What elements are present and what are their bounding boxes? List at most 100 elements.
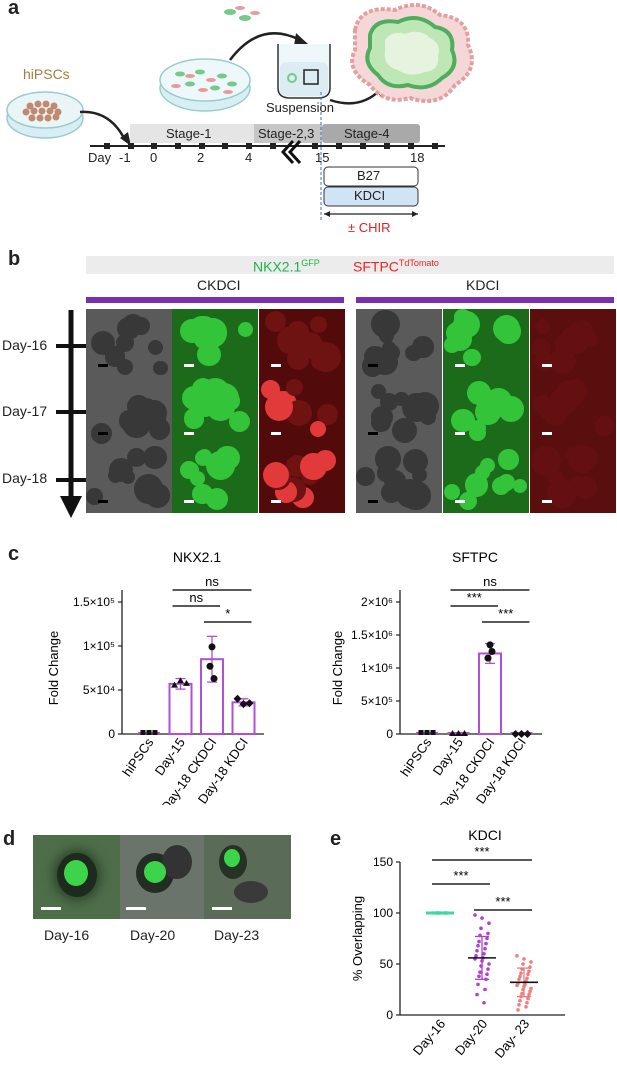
data-point (516, 1008, 520, 1012)
y-tick-label: 1×10⁶ (361, 661, 393, 675)
data-point (518, 998, 522, 1003)
data-point (483, 987, 487, 992)
suspension-label: Suspension (266, 100, 334, 115)
data-point (473, 913, 477, 917)
row-day17-label: Day-17 (2, 403, 48, 419)
data-point (483, 946, 487, 951)
data-point (239, 700, 248, 709)
nkx21-bar-chart: NKX2.1 Fold Change 0 5×10⁴ 1×10⁵ 1.5×10⁵ hiPSC… (46, 549, 264, 805)
bar (478, 652, 502, 735)
data-point (475, 992, 479, 997)
significance-label: *** (495, 894, 510, 909)
significance-label: *** (474, 844, 489, 859)
data-point (485, 936, 489, 941)
data-point (525, 1000, 529, 1005)
data-point (449, 730, 456, 736)
micrograph-tile (443, 377, 529, 445)
micrograph-tile (172, 445, 258, 513)
chart-title: SFTPC (452, 549, 498, 565)
time-break-icon (280, 139, 302, 165)
data-point (152, 730, 158, 735)
data-point (485, 972, 489, 976)
micrograph-tile (443, 309, 529, 377)
data-point (208, 643, 216, 651)
time-arrow-icon (56, 310, 86, 518)
micrograph-tile (530, 445, 616, 513)
micrograph-tile (259, 309, 345, 377)
data-point (475, 948, 479, 953)
day-tick-minus1: -1 (119, 150, 131, 165)
day-tick-15: 15 (315, 150, 330, 165)
organoid-icon (350, 3, 474, 103)
data-point (520, 991, 524, 996)
significance-label: ns (189, 590, 203, 605)
micrograph-tile (356, 309, 442, 377)
data-point (455, 730, 462, 736)
data-point (482, 1000, 486, 1005)
y-tick-label: 1×10⁵ (83, 639, 115, 653)
day-tick-0: 0 (150, 150, 158, 165)
sftpc-bar-chart: SFTPC Fold Change 0 5×10⁵ 1×10⁶ 1.5×10⁶ 2×10⁶ h… (330, 549, 542, 805)
significance-label: ns (205, 574, 219, 589)
data-point (486, 641, 494, 649)
significance-label: ns (483, 574, 497, 589)
data-point (418, 730, 424, 735)
y-tick-label: 100 (373, 906, 393, 920)
micrograph-tile (86, 309, 172, 377)
data-point (487, 962, 491, 966)
micrograph-tile (259, 377, 345, 445)
significance-label: *** (498, 606, 513, 621)
data-point (519, 971, 523, 975)
data-point (233, 694, 242, 703)
data-point (177, 677, 184, 684)
data-point (484, 654, 492, 662)
panel-a-letter: a (8, 0, 20, 19)
data-point (476, 943, 480, 948)
hipscs-label: hiPSCs (23, 66, 70, 82)
data-point (486, 967, 490, 971)
data-point (529, 960, 533, 964)
micrograph-tile (356, 377, 442, 445)
channel-sftpc-label: SFTPCTdTomato (353, 258, 439, 275)
data-point (517, 977, 521, 982)
data-point (511, 730, 520, 738)
chart-title: NKX2.1 (173, 549, 221, 565)
data-point (526, 996, 530, 1001)
panel-d-letter: d (3, 828, 16, 850)
x-tick-label: hiPSCs (119, 735, 156, 780)
data-point (517, 730, 526, 738)
hipsc-dish-icon (6, 91, 84, 139)
condition-ckdci-label: CKDCI (197, 277, 241, 293)
row-day18-label: Day-18 (2, 470, 48, 486)
data-point (206, 662, 214, 670)
data-point (524, 1005, 528, 1009)
data-point (482, 952, 486, 956)
data-point (518, 974, 522, 979)
y-tick-label: 0 (386, 727, 393, 741)
data-point (461, 730, 468, 736)
image-label-day20: Day-20 (130, 927, 176, 943)
data-point (515, 983, 519, 988)
data-point (183, 679, 190, 686)
suspension-tube-icon (277, 44, 331, 99)
micrograph-tile (86, 445, 172, 513)
panel-e-letter: e (330, 828, 342, 850)
data-point (210, 675, 218, 683)
y-tick-label: 5×10⁵ (361, 694, 393, 708)
data-point (140, 730, 146, 735)
image-label-day16: Day-16 (44, 927, 90, 943)
y-axis-label: Fold Change (46, 631, 61, 705)
data-point (477, 939, 481, 944)
data-point (480, 916, 484, 920)
micrograph-tile (172, 309, 258, 377)
y-tick-label: 150 (373, 855, 393, 869)
kdci-bar (356, 297, 614, 303)
channel-header (86, 256, 614, 274)
chir-label: ± CHIR (348, 220, 391, 235)
day-tick-2: 2 (197, 150, 205, 165)
x-tick-label: Day-20 (452, 1016, 490, 1058)
chart-title: KDCI (468, 827, 501, 843)
y-tick-label: 0 (386, 1008, 393, 1022)
day-tick-18: 18 (410, 150, 425, 165)
data-point (476, 982, 480, 987)
